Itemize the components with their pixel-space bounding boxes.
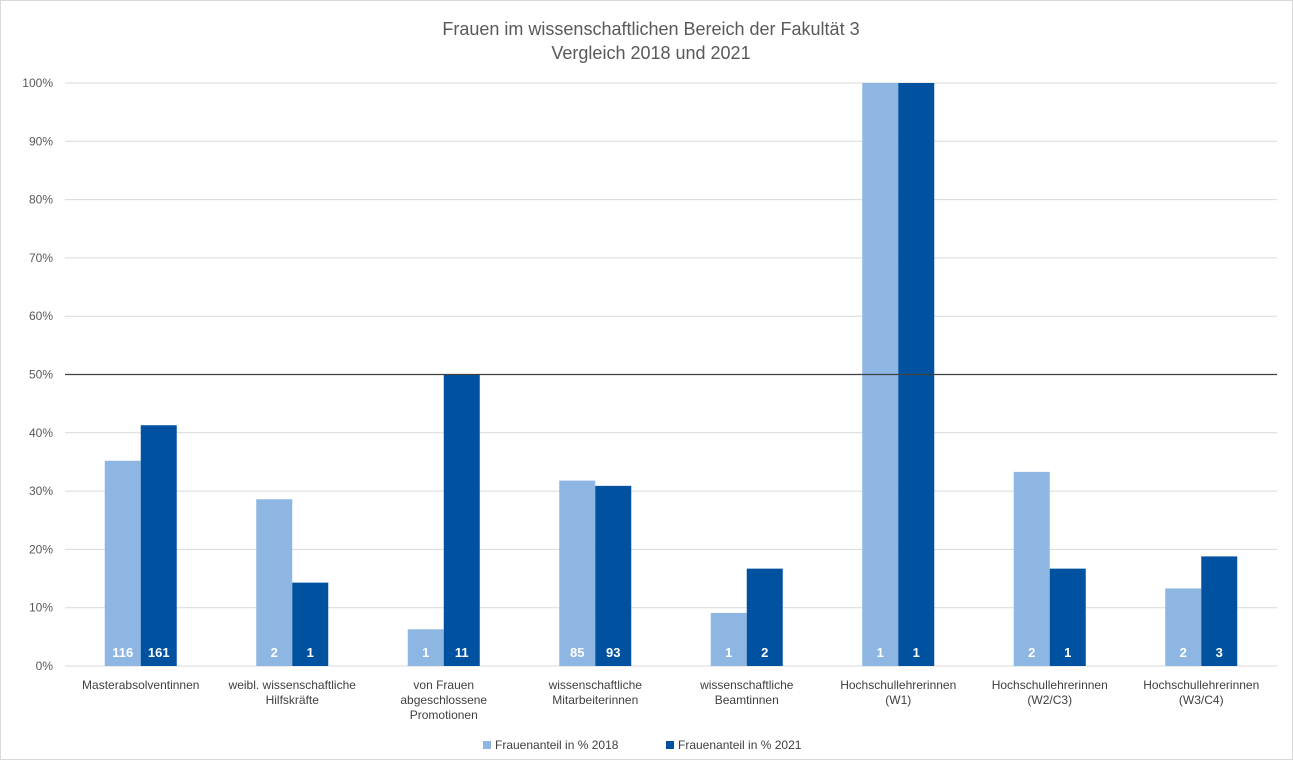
bar-2018 — [1013, 471, 1050, 666]
x-category-label: (W3/C4) — [1179, 693, 1224, 707]
legend-swatch — [666, 741, 674, 749]
x-category-label: Hochschullehrerinnen — [840, 678, 956, 692]
data-label: 2 — [1180, 645, 1187, 660]
data-label: 1 — [1064, 645, 1071, 660]
data-labels: 116 161 2 1 1 11 85 93 1 2 1 1 2 1 2 3 — [112, 645, 1223, 660]
y-tick-label: 40% — [29, 426, 53, 440]
data-label: 116 — [112, 645, 133, 660]
x-axis-categories: Masterabsolventinnen weibl. wissenschaftl… — [82, 678, 1259, 722]
data-label: 2 — [271, 645, 278, 660]
x-category-label: Masterabsolventinnen — [82, 678, 199, 692]
data-label: 93 — [606, 645, 620, 660]
x-category-label: wissenschaftliche — [548, 678, 643, 692]
y-tick-label: 10% — [29, 601, 53, 615]
legend-label: Frauenanteil in % 2018 — [495, 738, 619, 752]
data-label: 3 — [1216, 645, 1223, 660]
y-tick-label: 60% — [29, 309, 53, 323]
x-category-label: von Frauen — [413, 678, 474, 692]
bar-2018 — [104, 460, 141, 666]
chart-title-line: Frauen im wissenschaftlichen Bereich der… — [442, 19, 859, 39]
x-category-label: Promotionen — [410, 708, 478, 722]
legend: Frauenanteil in % 2018 Frauenanteil in % … — [483, 738, 802, 752]
bar-2018 — [559, 480, 596, 666]
bar-2018 — [710, 612, 747, 666]
data-label: 1 — [877, 645, 884, 660]
x-category-label: (W1) — [885, 693, 911, 707]
data-label: 1 — [913, 645, 920, 660]
chart-title-line: Vergleich 2018 und 2021 — [551, 43, 750, 63]
bar-2021 — [443, 374, 480, 666]
bar-2018 — [256, 499, 293, 666]
data-label: 1 — [725, 645, 732, 660]
y-axis-ticks: 0% 10% 20% 30% 40% 50% 60% 70% 80% 90% 100% — [22, 76, 53, 673]
x-category-label: weibl. wissenschaftliche — [228, 678, 357, 692]
data-label: 2 — [1028, 645, 1035, 660]
y-tick-label: 70% — [29, 251, 53, 265]
data-label: 2 — [761, 645, 768, 660]
bar-2021 — [1201, 556, 1238, 666]
data-label: 161 — [148, 645, 170, 660]
y-tick-label: 30% — [29, 484, 53, 498]
bars — [104, 83, 1238, 666]
x-category-label: wissenschaftliche — [699, 678, 794, 692]
x-category-label: Beamtinnen — [715, 693, 779, 707]
x-category-label: Hilfskräfte — [266, 693, 320, 707]
x-category-label: Mitarbeiterinnen — [552, 693, 638, 707]
y-tick-label: 0% — [36, 659, 54, 673]
data-label: 1 — [307, 645, 314, 660]
y-tick-label: 50% — [29, 368, 53, 382]
y-tick-label: 100% — [22, 76, 53, 90]
x-category-label: Hochschullehrerinnen — [1143, 678, 1259, 692]
bar-2021 — [746, 568, 783, 666]
y-tick-label: 80% — [29, 193, 53, 207]
bar-2021 — [595, 485, 632, 666]
bar-2018 — [1165, 588, 1202, 666]
bar-2021 — [140, 425, 177, 666]
legend-label: Frauenanteil in % 2021 — [678, 738, 802, 752]
legend-swatch — [483, 741, 491, 749]
chart-title: Frauen im wissenschaftlichen Bereich der… — [442, 19, 859, 63]
x-category-label: (W2/C3) — [1027, 693, 1072, 707]
data-label: 1 — [422, 645, 429, 660]
bar-2021 — [1049, 568, 1086, 666]
y-tick-label: 20% — [29, 542, 53, 556]
bar-2021 — [292, 582, 329, 666]
x-category-label: abgeschlossene — [400, 693, 487, 707]
data-label: 85 — [570, 645, 584, 660]
bar-2018 — [407, 629, 444, 666]
data-label: 11 — [455, 645, 469, 660]
x-category-label: Hochschullehrerinnen — [992, 678, 1108, 692]
y-tick-label: 90% — [29, 134, 53, 148]
